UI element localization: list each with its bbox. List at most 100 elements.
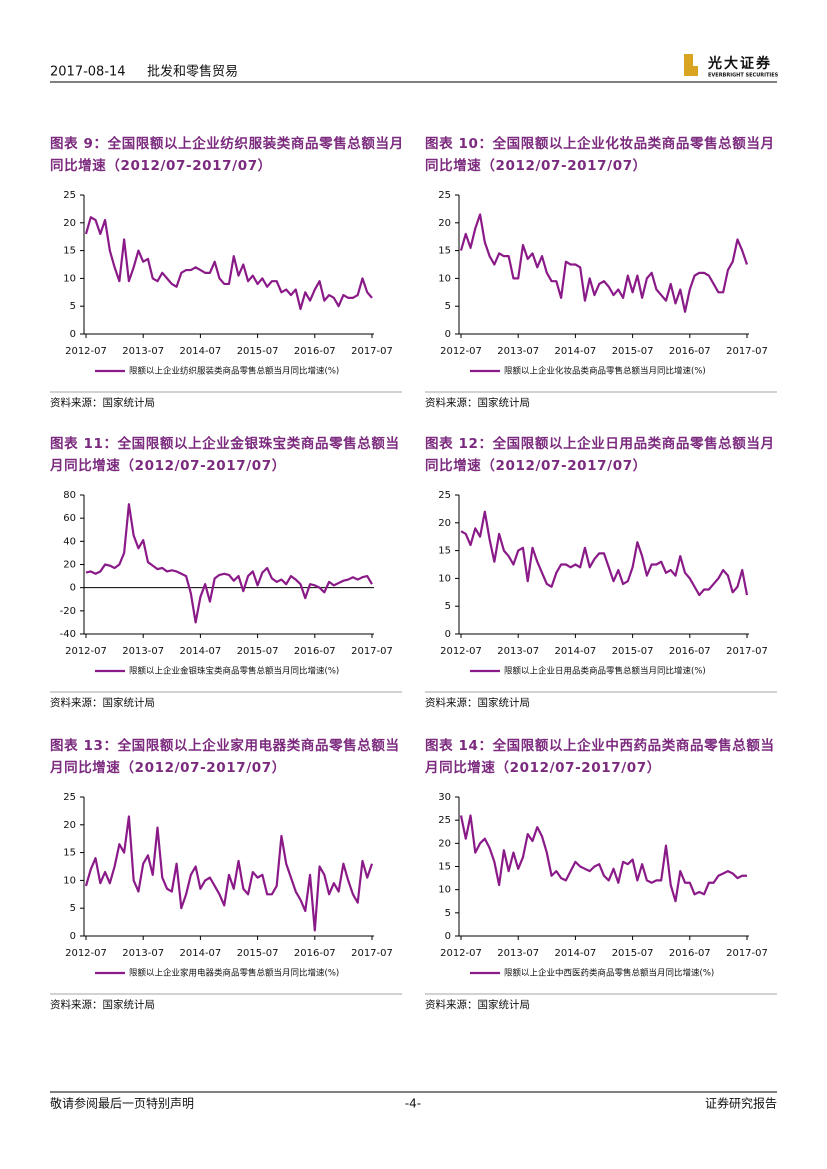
x-tick-label: 2014-07 — [180, 646, 222, 657]
data-line — [84, 815, 374, 932]
figure-title: 图表 9：全国限额以上企业纺织服装类商品零售总额当月同比增速（2012/07-2… — [50, 136, 404, 174]
y-tick-label: 5 — [445, 601, 451, 612]
y-tick-label: 0 — [445, 629, 451, 640]
logo-icon — [684, 54, 693, 76]
legend-label: 限额以上企业中西医药类商品零售总额当月同比增速(%) — [504, 968, 714, 979]
x-tick-label: 2017-07 — [351, 948, 393, 959]
x-tick-label: 2016-07 — [294, 346, 336, 357]
y-tick-label: 15 — [63, 246, 76, 257]
source-note: 资料来源：国家统计局 — [50, 998, 155, 1011]
x-tick-label: 2012-07 — [65, 948, 107, 959]
legend-label: 限额以上企业纺织服装类商品零售总额当月同比增速(%) — [129, 366, 339, 377]
source-note: 资料来源：国家统计局 — [425, 396, 530, 409]
data-line — [459, 814, 747, 903]
x-tick-label: 2013-07 — [497, 646, 539, 657]
y-tick-label: 10 — [438, 573, 451, 584]
footer-disclaimer: 敬请参阅最后一页特别声明 — [50, 1096, 194, 1111]
y-tick-label: 15 — [438, 546, 451, 557]
page-number: -4- — [405, 1097, 421, 1111]
logo-text: 光大证券 — [707, 55, 772, 72]
y-tick-label: -40 — [60, 629, 76, 640]
figure-title: 图表 12：全国限额以上企业日用品类商品零售总额当月同比增速（2012/07-2… — [425, 436, 775, 474]
x-tick-label: 2012-07 — [440, 948, 482, 959]
x-tick-label: 2012-07 — [65, 646, 107, 657]
footer-report-type: 证券研究报告 — [705, 1096, 777, 1111]
y-tick-label: 0 — [70, 931, 76, 942]
y-tick-label: 20 — [63, 820, 76, 831]
x-tick-label: 2017-07 — [351, 346, 393, 357]
x-tick-label: 2016-07 — [294, 646, 336, 657]
y-tick-label: 15 — [63, 848, 76, 859]
x-tick-label: 2013-07 — [122, 646, 164, 657]
y-tick-label: 15 — [438, 862, 451, 873]
data-line — [459, 213, 749, 313]
y-tick-label: 25 — [63, 190, 76, 201]
x-tick-label: 2012-07 — [440, 346, 482, 357]
x-tick-label: 2014-07 — [180, 346, 222, 357]
legend-label: 限额以上企业化妆品类商品零售总额当月同比增速(%) — [504, 366, 706, 377]
data-line — [85, 503, 373, 624]
y-tick-label: 20 — [438, 518, 451, 529]
y-tick-label: 30 — [438, 792, 451, 803]
x-tick-label: 2015-07 — [237, 346, 279, 357]
figure-title: 图表 14：全国限额以上企业中西药品类商品零售总额当月同比增速（2012/07-… — [425, 738, 775, 776]
y-tick-label: 10 — [438, 885, 451, 896]
y-tick-label: 20 — [63, 560, 76, 571]
x-tick-label: 2014-07 — [555, 346, 597, 357]
y-tick-label: 5 — [445, 908, 451, 919]
y-tick-label: 10 — [63, 273, 76, 284]
y-tick-label: 5 — [70, 903, 76, 914]
y-tick-label: 25 — [438, 815, 451, 826]
y-tick-label: 5 — [445, 301, 451, 312]
source-note: 资料来源：国家统计局 — [425, 998, 530, 1011]
x-tick-label: 2015-07 — [612, 948, 654, 959]
y-tick-label: 80 — [63, 490, 76, 501]
x-tick-label: 2015-07 — [612, 346, 654, 357]
x-tick-label: 2014-07 — [555, 948, 597, 959]
y-tick-label: 40 — [63, 536, 76, 547]
data-line — [460, 510, 749, 597]
x-tick-label: 2017-07 — [726, 948, 768, 959]
y-tick-label: 10 — [63, 875, 76, 886]
x-tick-label: 2014-07 — [555, 646, 597, 657]
logo-icon — [693, 66, 698, 76]
x-tick-label: 2013-07 — [122, 346, 164, 357]
legend-label: 限额以上企业日用品类商品零售总额当月同比增速(%) — [504, 666, 706, 677]
y-tick-label: 0 — [445, 931, 451, 942]
y-tick-label: 60 — [63, 513, 76, 524]
x-tick-label: 2015-07 — [237, 646, 279, 657]
x-tick-label: 2016-07 — [669, 948, 711, 959]
x-tick-label: 2014-07 — [180, 948, 222, 959]
figure-title: 图表 11：全国限额以上企业金银珠宝类商品零售总额当月同比增速（2012/07-… — [50, 436, 400, 474]
x-tick-label: 2015-07 — [237, 948, 279, 959]
x-tick-label: 2017-07 — [726, 646, 768, 657]
y-tick-label: 0 — [70, 583, 76, 594]
y-tick-label: 20 — [63, 218, 76, 229]
x-tick-label: 2017-07 — [351, 646, 393, 657]
y-tick-label: 25 — [63, 792, 76, 803]
y-tick-label: 0 — [445, 329, 451, 340]
source-note: 资料来源：国家统计局 — [50, 696, 155, 709]
x-tick-label: 2013-07 — [497, 346, 539, 357]
logo-subtext: EVERBRIGHT SECURITIES — [708, 73, 779, 79]
y-tick-label: 0 — [70, 329, 76, 340]
source-note: 资料来源：国家统计局 — [425, 696, 530, 709]
y-tick-label: 5 — [70, 301, 76, 312]
x-tick-label: 2016-07 — [669, 346, 711, 357]
y-tick-label: -20 — [60, 606, 76, 617]
x-tick-label: 2017-07 — [726, 346, 768, 357]
x-tick-label: 2016-07 — [669, 646, 711, 657]
report-section: 批发和零售贸易 — [147, 64, 238, 80]
source-note: 资料来源：国家统计局 — [50, 396, 155, 409]
x-tick-label: 2013-07 — [497, 948, 539, 959]
legend-label: 限额以上企业金银珠宝类商品零售总额当月同比增速(%) — [129, 666, 339, 677]
y-tick-label: 25 — [438, 490, 451, 501]
x-tick-label: 2013-07 — [122, 948, 164, 959]
x-tick-label: 2016-07 — [294, 948, 336, 959]
y-tick-label: 10 — [438, 273, 451, 284]
legend-label: 限额以上企业家用电器类商品零售总额当月同比增速(%) — [129, 968, 339, 979]
y-tick-label: 20 — [438, 218, 451, 229]
x-tick-label: 2012-07 — [65, 346, 107, 357]
